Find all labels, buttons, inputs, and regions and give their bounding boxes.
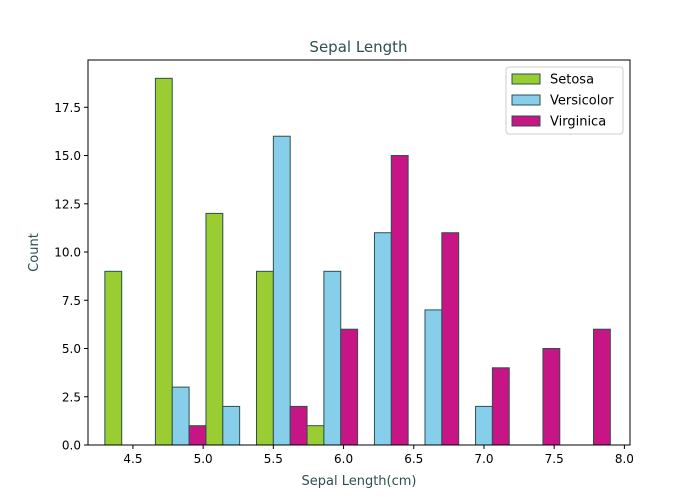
bar-virginica <box>340 328 359 446</box>
bar-virginica <box>441 232 460 446</box>
legend-label-virginica: Virginica <box>550 115 606 130</box>
x-tick-label: 5.5 <box>264 452 283 466</box>
x-axis-label: Sepal Length(cm) <box>301 474 416 489</box>
x-tick-label: 7.0 <box>474 452 493 466</box>
bars-group <box>104 77 611 446</box>
y-axis: 0.0 2.5 5.0 7.5 10.0 12.5 15.0 17.5 <box>54 101 88 453</box>
bar-virginica <box>289 405 308 446</box>
legend-swatch-versicolor <box>511 94 541 106</box>
y-axis-label: Count <box>27 233 42 272</box>
legend: Setosa Versicolor Virginica <box>505 66 624 135</box>
x-tick-label: 8.0 <box>615 452 634 466</box>
legend-swatch-virginica <box>511 115 541 127</box>
legend-swatch-setosa <box>511 73 541 85</box>
bar-virginica <box>491 367 510 446</box>
bar-versicolor <box>323 270 342 446</box>
bar-versicolor <box>272 135 291 446</box>
bar-virginica <box>390 155 409 446</box>
bar-virginica <box>542 348 561 446</box>
y-tick-label: 0.0 <box>62 439 81 453</box>
bar-setosa <box>104 270 123 446</box>
legend-label-versicolor: Versicolor <box>550 94 614 109</box>
bar-setosa <box>255 270 274 446</box>
y-tick-label: 2.5 <box>62 390 81 404</box>
x-tick-label: 4.5 <box>123 452 142 466</box>
y-tick-label: 17.5 <box>54 101 81 115</box>
bar-versicolor <box>222 405 241 446</box>
bar-setosa <box>306 425 325 446</box>
bar-versicolor <box>475 405 493 446</box>
bar-versicolor <box>424 309 443 446</box>
bar-virginica <box>188 425 207 446</box>
chart-title: Sepal Length <box>309 38 407 56</box>
bar-versicolor <box>373 232 392 446</box>
legend-label-setosa: Setosa <box>550 73 594 88</box>
bar-setosa <box>154 77 173 446</box>
bar-virginica <box>592 328 611 446</box>
y-tick-label: 15.0 <box>54 149 81 163</box>
y-tick-label: 5.0 <box>62 342 81 356</box>
x-tick-label: 6.5 <box>404 452 423 466</box>
x-axis: 4.5 5.0 5.5 6.0 6.5 7.0 7.5 8.0 <box>123 445 634 466</box>
y-tick-label: 12.5 <box>54 197 81 211</box>
y-tick-label: 7.5 <box>62 294 81 308</box>
bar-setosa <box>205 212 224 446</box>
x-tick-label: 5.0 <box>194 452 213 466</box>
x-tick-label: 7.5 <box>545 452 564 466</box>
x-tick-label: 6.0 <box>334 452 353 466</box>
bar-versicolor <box>171 386 190 446</box>
y-tick-label: 10.0 <box>54 246 81 260</box>
